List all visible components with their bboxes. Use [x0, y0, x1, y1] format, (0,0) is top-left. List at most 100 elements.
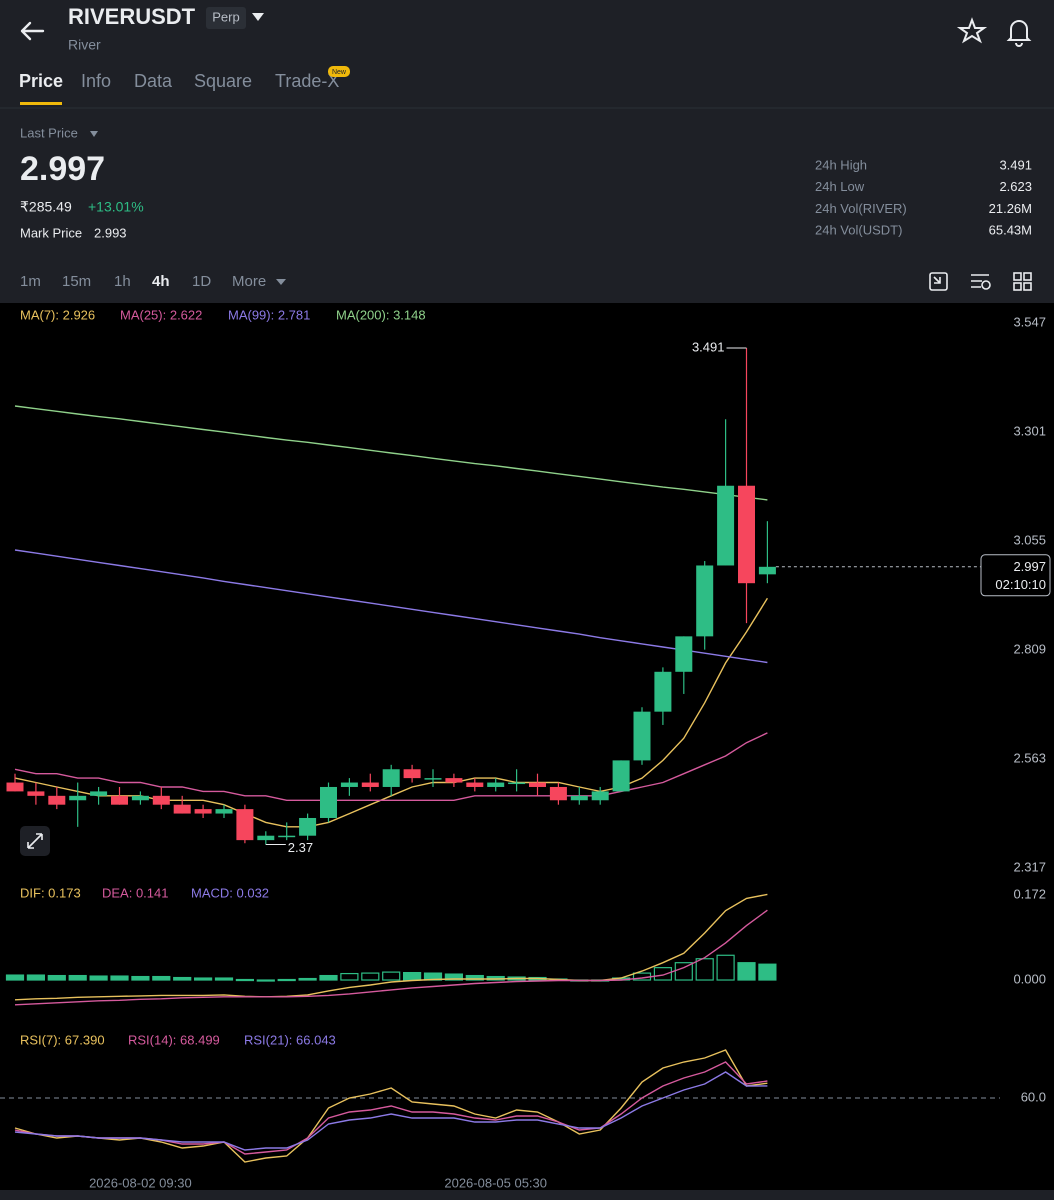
macd-bar — [319, 974, 338, 981]
macd-bar — [716, 954, 735, 981]
candle-body — [445, 778, 463, 783]
legend-entry: MACD: 0.032 — [191, 885, 269, 900]
badge-bg — [206, 7, 246, 29]
macd-bar — [277, 978, 296, 982]
candle-body — [738, 485, 755, 584]
macd-bar — [737, 962, 756, 981]
countdown: 02:10:10 — [995, 577, 1046, 592]
interval[interactable]: 15m — [62, 273, 91, 290]
macd-bar — [465, 974, 484, 981]
legend-entry: RSI(14): 68.499 — [128, 1032, 220, 1047]
y-tick-label: 60.0 — [1021, 1089, 1046, 1104]
candle-body — [654, 671, 672, 712]
candle-body — [340, 782, 358, 787]
high-annotation: 3.491 — [692, 339, 725, 354]
tab[interactable]: Data — [134, 71, 173, 91]
candle-body — [194, 809, 212, 814]
candle-body — [215, 809, 233, 814]
interval[interactable]: 1m — [20, 273, 41, 290]
last-price-tag: 2.997 — [1013, 559, 1046, 574]
expand-button[interactable] — [20, 826, 50, 856]
candle-body — [27, 791, 45, 796]
candle-body — [320, 786, 337, 818]
candle-body — [131, 795, 149, 801]
legend-entry: DIF: 0.173 — [20, 885, 81, 900]
interval[interactable]: More — [232, 273, 266, 290]
macd-bar — [298, 977, 317, 981]
indicator-line — [14, 893, 768, 1001]
macd-bar — [68, 974, 87, 981]
candle-body — [6, 782, 24, 792]
macd-bar — [340, 972, 359, 981]
indicator-line — [14, 909, 768, 1006]
interval[interactable]: 4h — [152, 273, 170, 290]
tab[interactable]: Price — [19, 71, 63, 91]
tab[interactable]: Square — [194, 71, 252, 91]
new-badge: New — [332, 69, 347, 76]
macd-bar — [214, 977, 234, 981]
tab[interactable]: Info — [81, 71, 111, 91]
legend-entry: MA(99): 2.781 — [228, 307, 310, 322]
indicator-line — [14, 549, 768, 664]
y-tick-label: 0.000 — [1013, 971, 1046, 986]
candle-body — [612, 760, 630, 792]
x-tick-label: 2026-08-02 09:30 — [89, 1175, 192, 1190]
favorite-icon[interactable] — [956, 17, 988, 44]
macd-bar — [26, 974, 45, 981]
candle-body — [487, 782, 505, 787]
interval[interactable]: 1D — [192, 273, 211, 290]
footer-bg — [0, 1190, 1054, 1200]
macd-bar — [131, 975, 150, 981]
chart-tools[interactable] — [929, 272, 1032, 291]
stat-label: 24h Vol(USDT) — [815, 223, 902, 238]
candle-body — [758, 566, 776, 575]
candle-body — [675, 636, 693, 672]
symbol[interactable]: RIVERUSDT — [68, 4, 196, 29]
candle-body — [529, 782, 546, 787]
y-tick-label: 3.055 — [1013, 533, 1046, 548]
candle-body — [90, 791, 108, 796]
candle-body — [173, 804, 191, 814]
macd-bar — [382, 971, 401, 981]
y-tick-label: 3.301 — [1013, 424, 1046, 439]
caret — [276, 279, 286, 285]
candle-body — [69, 795, 87, 801]
stat-value: 2.623 — [999, 179, 1032, 194]
candle-body — [424, 778, 442, 780]
indicator-line — [14, 732, 768, 801]
macd-bar — [695, 958, 714, 981]
low-annotation: 2.37 — [288, 840, 313, 855]
last-price-label[interactable]: Last Price — [20, 125, 78, 140]
tab-underline — [20, 102, 62, 105]
tab[interactable]: Trade-X — [275, 71, 339, 91]
macd-bar — [194, 977, 213, 981]
candle-body — [696, 565, 714, 637]
stat-label: 24h Vol(RIVER) — [815, 201, 907, 216]
caret — [90, 131, 98, 137]
macd-bar — [256, 979, 275, 982]
candle-body — [717, 485, 735, 566]
candle-body — [633, 711, 651, 761]
macd-bar — [361, 972, 380, 981]
fiat-price: ₹285.49 — [20, 199, 72, 215]
stat-label: 24h High — [815, 157, 867, 172]
mark-price: 2.993 — [94, 225, 127, 240]
candle-body — [361, 782, 379, 787]
back-button[interactable] — [20, 21, 45, 41]
candle-body — [299, 817, 317, 836]
macd-bar — [5, 974, 25, 981]
interval[interactable]: 1h — [114, 273, 131, 290]
candle-body — [466, 782, 484, 787]
macd-bar — [110, 975, 129, 981]
alert-icon[interactable] — [1006, 20, 1032, 47]
new-badge-bg — [328, 66, 350, 77]
legend-entry: RSI(21): 66.043 — [244, 1032, 336, 1047]
dropdown[interactable] — [252, 13, 264, 21]
macd-bar — [403, 971, 422, 981]
stat-value: 21.26M — [989, 201, 1032, 216]
legend-entry: RSI(7): 67.390 — [20, 1032, 105, 1047]
legend-entry: MA(25): 2.622 — [120, 307, 202, 322]
macd-bar — [758, 963, 777, 981]
candle-body — [591, 791, 609, 801]
